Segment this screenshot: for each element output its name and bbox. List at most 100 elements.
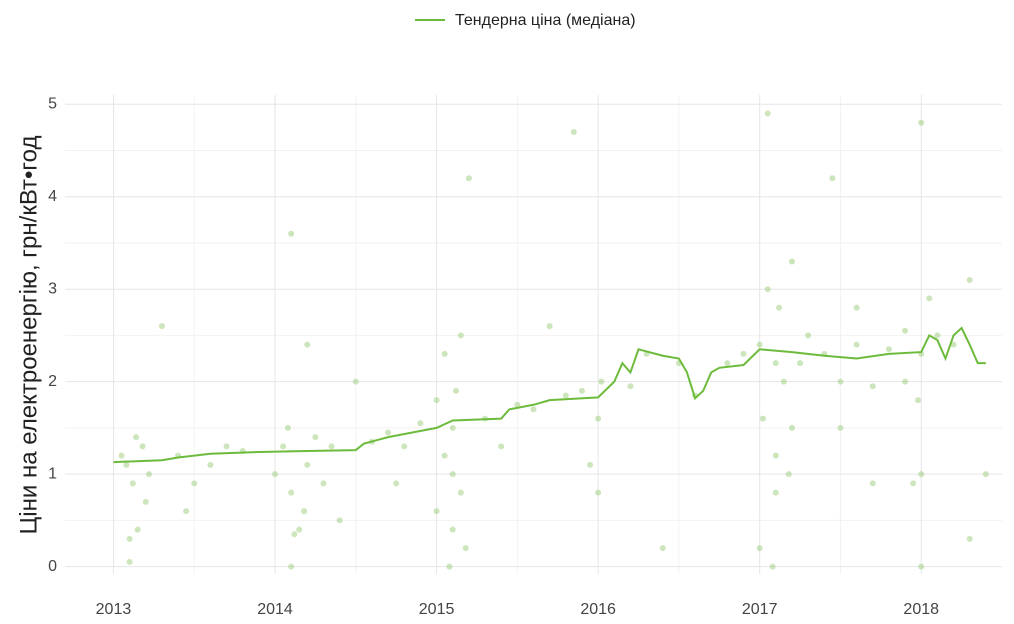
point: [885, 346, 892, 353]
point: [312, 434, 319, 441]
point: [869, 383, 876, 390]
point: [183, 508, 190, 515]
y-tick-label: 4: [48, 188, 57, 205]
point: [595, 415, 602, 422]
y-tick-label: 5: [48, 95, 57, 112]
point: [934, 332, 941, 339]
point: [918, 119, 925, 126]
point: [133, 434, 140, 441]
point: [288, 230, 295, 237]
point: [457, 332, 464, 339]
point: [284, 424, 291, 431]
point: [417, 420, 424, 427]
point: [587, 461, 594, 468]
point: [772, 360, 779, 367]
point: [740, 350, 747, 357]
point: [441, 350, 448, 357]
point: [123, 461, 130, 468]
point: [966, 276, 973, 283]
point: [223, 443, 230, 450]
point: [433, 508, 440, 515]
point: [449, 424, 456, 431]
point: [788, 424, 795, 431]
point: [982, 471, 989, 478]
point: [296, 526, 303, 533]
point: [724, 360, 731, 367]
point: [142, 498, 149, 505]
point: [462, 545, 469, 552]
point: [785, 471, 792, 478]
legend-label: Тендерна ціна (медіана): [455, 12, 636, 29]
point: [902, 378, 909, 385]
point: [837, 378, 844, 385]
point: [764, 110, 771, 117]
point: [304, 461, 311, 468]
point: [129, 480, 136, 487]
point: [853, 304, 860, 311]
point: [869, 480, 876, 487]
point: [769, 563, 776, 570]
point: [352, 378, 359, 385]
point: [902, 327, 909, 334]
point: [288, 563, 295, 570]
point: [756, 545, 763, 552]
point: [788, 258, 795, 265]
point: [918, 563, 925, 570]
point: [457, 489, 464, 496]
point: [829, 175, 836, 182]
point: [914, 397, 921, 404]
point: [449, 526, 456, 533]
point: [441, 452, 448, 459]
x-tick-label: 2018: [903, 601, 939, 618]
point: [449, 471, 456, 478]
point: [837, 424, 844, 431]
x-tick-label: 2015: [419, 601, 455, 618]
y-axis-label: Ціни на електроенергію, грн/кВт•год: [15, 136, 42, 535]
y-tick-label: 2: [48, 373, 57, 390]
point: [139, 443, 146, 450]
x-tick-label: 2017: [742, 601, 778, 618]
point: [146, 471, 153, 478]
point: [301, 508, 308, 515]
x-tick-label: 2016: [580, 601, 616, 618]
point: [627, 383, 634, 390]
point: [805, 332, 812, 339]
point: [570, 128, 577, 135]
point: [756, 341, 763, 348]
point: [797, 360, 804, 367]
point: [401, 443, 408, 450]
point: [764, 286, 771, 293]
point: [530, 406, 537, 413]
point: [446, 563, 453, 570]
point: [595, 489, 602, 496]
point: [328, 443, 335, 450]
x-tick-label: 2014: [257, 601, 293, 618]
point: [280, 443, 287, 450]
point: [191, 480, 198, 487]
point: [918, 471, 925, 478]
point: [514, 401, 521, 408]
x-tick-label: 2013: [96, 601, 132, 618]
point: [336, 517, 343, 524]
y-tick-label: 1: [48, 465, 57, 482]
point: [598, 378, 605, 385]
point: [910, 480, 917, 487]
y-tick-label: 3: [48, 280, 57, 297]
median-line: [113, 326, 986, 464]
point: [465, 175, 472, 182]
point: [578, 387, 585, 394]
y-tick-label: 0: [48, 558, 57, 575]
point: [562, 392, 569, 399]
point: [291, 531, 298, 538]
point: [126, 535, 133, 542]
point: [950, 341, 957, 348]
point: [134, 526, 141, 533]
point: [304, 341, 311, 348]
point: [759, 415, 766, 422]
point: [118, 452, 125, 459]
point: [320, 480, 327, 487]
point: [452, 387, 459, 394]
point: [926, 295, 933, 302]
point: [393, 480, 400, 487]
